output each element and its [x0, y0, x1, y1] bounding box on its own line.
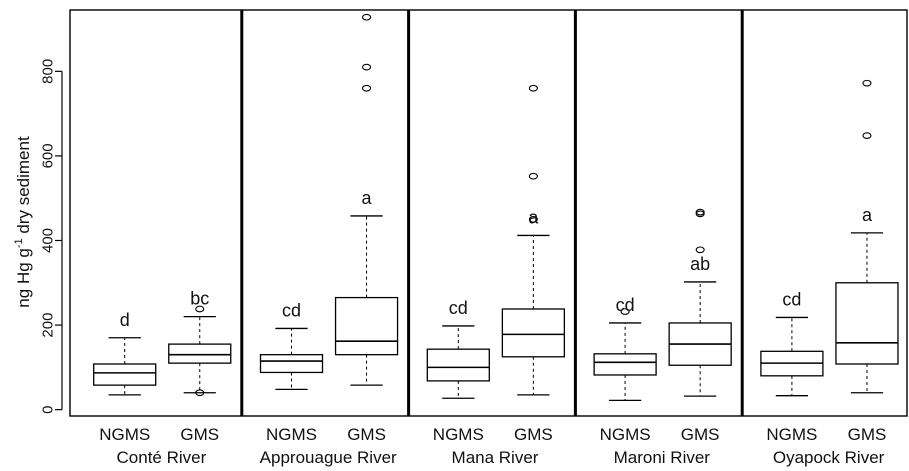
box-1-gms-iqr-box — [168, 343, 232, 364]
box-2-gms-iqr-box — [334, 296, 399, 356]
box-1-ngms: d — [93, 310, 157, 396]
box-4-gms: ab — [668, 208, 732, 397]
plot-area: d bc cd a cd a cd ab cd a — [69, 9, 908, 417]
box-1-ngms-significance-letter: d — [120, 310, 130, 330]
box-3-gms-significance-letter: a — [528, 207, 539, 227]
y-axis-title-rest: dry sediment — [14, 136, 33, 238]
box-2-ngms: cd — [259, 300, 324, 391]
x-category-label-5-ngms: NGMS — [766, 425, 817, 444]
box-1-gms: bc — [168, 289, 232, 397]
box-3-ngms-significance-letter: cd — [449, 298, 468, 318]
x-category-label-5-gms: GMS — [848, 425, 887, 444]
river-label-3: Mana River — [452, 448, 539, 467]
box-5-ngms: cd — [760, 289, 824, 397]
box-4-ngms-iqr-box — [593, 353, 657, 376]
x-category-label-4-ngms: NGMS — [600, 425, 651, 444]
box-2-gms: a — [334, 13, 399, 386]
river-label-4: Maroni River — [614, 448, 711, 467]
y-tick-label-4: 800 — [39, 59, 56, 84]
x-category-label-2-ngms: NGMS — [266, 425, 317, 444]
x-category-label-3-ngms: NGMS — [433, 425, 484, 444]
box-3-ngms-iqr-box — [426, 348, 490, 382]
box-2-gms-significance-letter: a — [362, 188, 373, 208]
box-1-ngms-iqr-box — [93, 363, 157, 386]
box-2-gms-outlier-0 — [362, 84, 372, 92]
box-2-gms-outlier-1 — [362, 63, 372, 71]
box-3-gms-iqr-box — [501, 308, 566, 358]
box-2-ngms-significance-letter: cd — [282, 300, 301, 320]
box-5-ngms-significance-letter: cd — [782, 289, 801, 309]
box-3-gms: a — [501, 84, 566, 396]
y-tick-label-3: 600 — [39, 143, 56, 168]
river-label-2: Approuague River — [260, 448, 397, 467]
x-category-label-2-gms: GMS — [347, 425, 386, 444]
box-5-gms-outlier-1 — [862, 79, 872, 87]
x-axis-labels: NGMS GMS Conté River NGMS GMS Approuague Rive… — [99, 425, 886, 467]
x-category-label-1-gms: GMS — [180, 425, 219, 444]
y-axis-title-text: ng Hg g-1 dry sediment — [13, 136, 33, 308]
x-category-label-1-ngms: NGMS — [99, 425, 150, 444]
box-2-ngms-iqr-box — [259, 354, 324, 374]
box-3-gms-outlier-0 — [528, 215, 538, 223]
box-1-gms-significance-letter: bc — [190, 289, 209, 309]
box-5-gms-iqr-box — [835, 282, 899, 365]
y-tick-label-0: 0 — [39, 405, 56, 413]
box-3-gms-outlier-2 — [528, 84, 538, 92]
box-3-gms-outlier-1 — [528, 172, 538, 180]
box-4-gms-outlier-2 — [695, 208, 705, 216]
river-label-1: Conté River — [117, 448, 207, 467]
y-tick-label-2: 400 — [39, 228, 56, 253]
plot-frame — [69, 9, 908, 417]
x-category-label-4-gms: GMS — [681, 425, 720, 444]
box-4-ngms-significance-letter: cd — [616, 295, 635, 315]
box-4-ngms: cd — [593, 295, 657, 402]
box-4-gms-outlier-0 — [695, 246, 705, 254]
y-axis-title: ng Hg g-1 dry sediment — [13, 136, 33, 308]
box-5-gms-significance-letter: a — [862, 205, 873, 225]
box-1-gms-outlier-1 — [195, 305, 205, 313]
box-5-gms: a — [835, 79, 899, 394]
y-axis: 0 200 400 600 800 — [39, 59, 63, 414]
y-tick-label-1: 200 — [39, 313, 56, 338]
box-5-gms-outlier-0 — [862, 132, 872, 139]
box-2-gms-outlier-2 — [362, 13, 372, 21]
box-4-ngms-outlier-0 — [620, 308, 630, 315]
box-4-gms-significance-letter: ab — [690, 254, 710, 274]
x-category-label-3-gms: GMS — [514, 425, 553, 444]
river-label-5: Oyapock River — [773, 448, 885, 467]
box-3-ngms: cd — [426, 298, 490, 399]
box-1-gms-outlier-0 — [195, 389, 205, 397]
y-axis-title-main: ng Hg g — [14, 248, 33, 308]
y-axis-title-superscript: -1 — [13, 238, 25, 248]
